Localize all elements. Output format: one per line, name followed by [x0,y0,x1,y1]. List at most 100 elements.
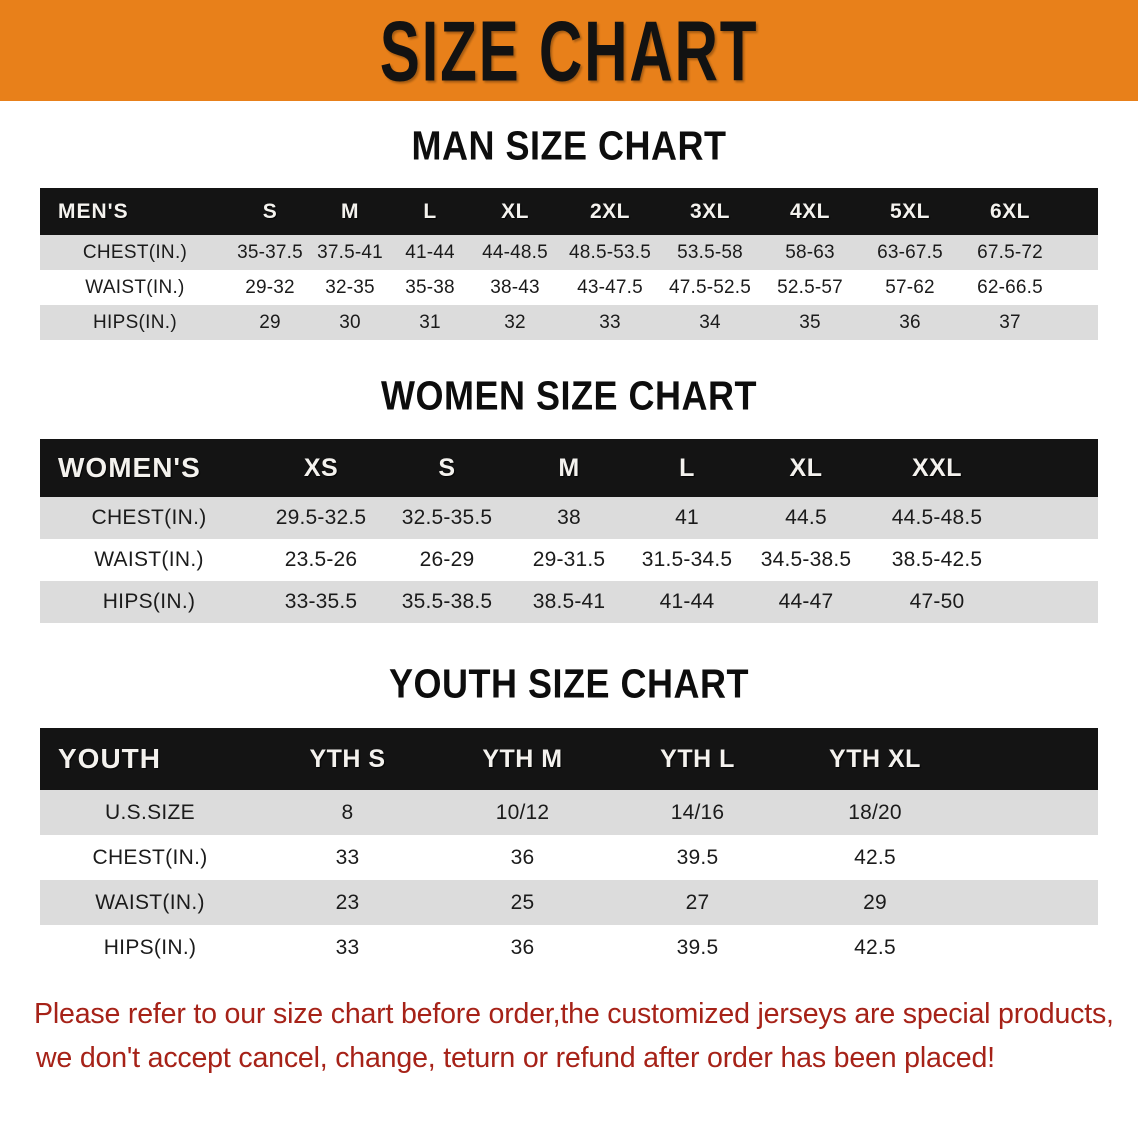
return-policy-note: Please refer to our size chart before or… [34,992,1114,1080]
women-section-title: WOMEN SIZE CHART [381,372,757,419]
man-corner-label: MEN'S [58,199,129,223]
man-cell: 63-67.5 [877,241,943,263]
table-row: WAIST(IN.) 23 25 27 29 [40,880,1098,925]
women-row-label: CHEST(IN.) [91,506,207,529]
man-col-header: L [423,199,437,223]
women-cell: 32.5-35.5 [401,506,493,529]
man-col-header: M [341,199,359,223]
women-cell: 47-50 [909,590,965,613]
women-cell: 31.5-34.5 [641,548,733,571]
man-cell: 35 [799,311,821,333]
women-header-spacer [1008,439,1098,497]
man-cell: 37.5-41 [317,241,383,263]
youth-size-table: YOUTH YTH S YTH M YTH L YTH XL U.S.SIZE … [40,728,1098,970]
women-cell: 23.5-26 [284,548,358,571]
youth-col-header: YTH S [309,744,386,773]
man-cell-spacer [1060,235,1098,270]
table-row: CHEST(IN.) 29.5-32.5 32.5-35.5 38 41 44.… [40,497,1098,539]
women-row-label: HIPS(IN.) [102,590,196,613]
note-line-2: we don't accept cancel, change, teturn o… [35,1042,995,1074]
women-col-header: M [558,453,580,482]
women-col-header: XL [789,453,823,482]
women-cell: 41-44 [659,590,715,613]
table-row: WAIST(IN.) 23.5-26 26-29 29-31.5 31.5-34… [40,539,1098,581]
youth-row-label: U.S.SIZE [105,800,195,824]
man-col-header: XL [501,199,529,223]
man-cell: 35-37.5 [237,241,303,263]
youth-table-wrapper: YOUTH YTH S YTH M YTH L YTH XL U.S.SIZE … [40,728,1098,970]
table-row: CHEST(IN.) 33 36 39.5 42.5 [40,835,1098,880]
table-row: U.S.SIZE 8 10/12 14/16 18/20 [40,790,1098,835]
youth-cell-spacer [965,835,1098,880]
youth-cell: 14/16 [670,800,725,824]
women-cell: 38 [557,506,581,529]
women-header-row: WOMEN'S XS S M L XL XXL [40,439,1098,497]
man-col-header: 4XL [789,199,830,223]
women-cell-spacer [1008,539,1098,581]
women-cell-spacer [1008,581,1098,623]
youth-cell: 33 [335,935,360,959]
man-cell-spacer [1060,270,1098,305]
page-title: SIZE CHART [379,2,759,99]
man-cell-spacer [1060,305,1098,340]
youth-cell: 23 [335,890,360,914]
man-cell: 44-48.5 [482,241,548,263]
women-cell: 29-31.5 [532,548,606,571]
women-cell: 29.5-32.5 [275,506,367,529]
man-header-row: MEN'S S M L XL 2XL 3XL 4XL 5XL 6XL [40,188,1098,235]
youth-section-title: YOUTH SIZE CHART [388,660,749,707]
youth-corner-label: YOUTH [58,743,161,774]
women-cell: 33-35.5 [284,590,358,613]
youth-row-label: WAIST(IN.) [95,890,205,914]
man-cell: 32-35 [325,276,375,298]
man-col-header: 2XL [589,199,630,223]
man-row-label: HIPS(IN.) [93,311,177,333]
youth-cell: 18/20 [848,800,902,824]
women-cell: 44.5 [785,506,827,529]
youth-col-header: YTH XL [829,744,921,773]
women-cell-spacer [1008,497,1098,539]
youth-cell: 25 [510,890,535,914]
women-cell: 44.5-48.5 [891,506,983,529]
man-cell: 29-32 [245,276,295,298]
man-col-header: 3XL [689,199,730,223]
women-col-header: XXL [911,453,963,482]
youth-cell: 36 [510,845,535,869]
table-row: HIPS(IN.) 33-35.5 35.5-38.5 38.5-41 41-4… [40,581,1098,623]
youth-cell: 39.5 [676,845,719,869]
man-cell: 48.5-53.5 [568,241,652,263]
man-cell: 32 [504,311,526,333]
youth-header-row: YOUTH YTH S YTH M YTH L YTH XL [40,728,1098,790]
page-banner: SIZE CHART [0,0,1138,101]
youth-cell: 39.5 [676,935,719,959]
man-cell: 41-44 [405,241,455,263]
man-col-header: 5XL [889,199,930,223]
women-corner-label: WOMEN'S [58,452,201,483]
women-cell: 38.5-42.5 [891,548,983,571]
youth-cell-spacer [965,925,1098,970]
youth-cell: 42.5 [854,935,896,959]
youth-col-header: YTH M [482,744,563,773]
table-row: WAIST(IN.) 29-32 32-35 35-38 38-43 43-47… [40,270,1098,305]
man-row-label: WAIST(IN.) [85,276,185,298]
man-cell: 47.5-52.5 [668,276,752,298]
man-cell: 37 [999,311,1021,333]
man-size-table: MEN'S S M L XL 2XL 3XL 4XL 5XL 6XL CHEST… [40,188,1098,340]
man-table-wrapper: MEN'S S M L XL 2XL 3XL 4XL 5XL 6XL CHEST… [40,188,1098,340]
youth-col-header: YTH L [660,744,735,773]
women-cell: 35.5-38.5 [401,590,493,613]
women-cell: 34.5-38.5 [760,548,852,571]
man-header-spacer [1060,188,1098,235]
table-row: CHEST(IN.) 35-37.5 37.5-41 41-44 44-48.5… [40,235,1098,270]
table-row: HIPS(IN.) 29 30 31 32 33 34 35 36 37 [40,305,1098,340]
youth-cell-spacer [965,880,1098,925]
man-cell: 34 [699,311,721,333]
man-cell: 53.5-58 [677,241,743,263]
man-cell: 57-62 [885,276,935,298]
youth-cell: 29 [863,890,887,914]
youth-cell: 27 [685,890,710,914]
man-cell: 62-66.5 [977,276,1043,298]
man-cell: 33 [599,311,621,333]
youth-cell: 42.5 [854,845,896,869]
